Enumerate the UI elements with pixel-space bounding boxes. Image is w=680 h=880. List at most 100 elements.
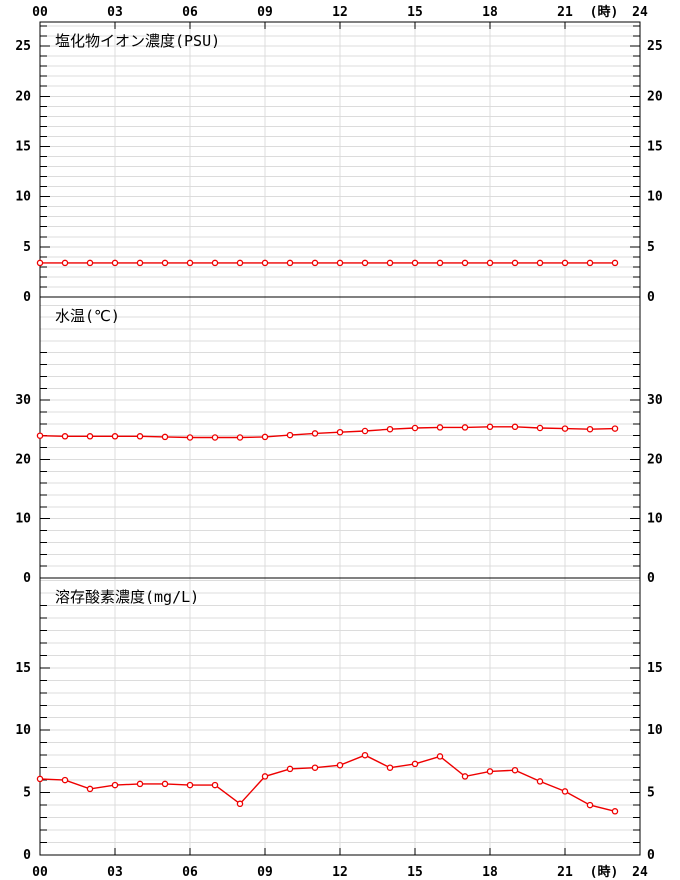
- data-point: [286, 765, 294, 773]
- hour-label-bottom: 24: [632, 865, 648, 880]
- data-point: [136, 259, 144, 267]
- data-point: [361, 751, 369, 759]
- hour-label-bottom: 00: [32, 865, 48, 880]
- y-axis-label-right: 5: [647, 240, 655, 255]
- y-axis-label-right: 20: [647, 452, 663, 467]
- hour-label-bottom: 06: [182, 865, 198, 880]
- time-unit-label-top: (時): [590, 4, 619, 20]
- hour-label-top: 06: [182, 5, 198, 20]
- y-axis-label-left: 10: [15, 190, 31, 205]
- data-point: [61, 776, 69, 784]
- hour-label-top: 24: [632, 5, 648, 20]
- data-point: [261, 433, 269, 441]
- hour-label-bottom: 18: [482, 865, 498, 880]
- data-point: [461, 773, 469, 780]
- hour-label-top: 00: [32, 5, 48, 20]
- y-axis-label-right: 10: [647, 723, 663, 738]
- data-point: [186, 434, 194, 441]
- hour-label-bottom: 21: [557, 865, 573, 880]
- data-point: [436, 424, 444, 431]
- data-line: [39, 426, 616, 439]
- data-line: [39, 754, 616, 812]
- y-axis-label-right: 10: [647, 512, 663, 527]
- y-axis-label-right: 0: [647, 848, 655, 863]
- data-point: [511, 423, 519, 431]
- data-point: [211, 259, 219, 267]
- data-point: [486, 768, 494, 775]
- data-series-layer: [36, 259, 619, 815]
- data-point: [136, 433, 144, 440]
- data-point: [561, 788, 569, 795]
- hour-label-bottom: 12: [332, 865, 348, 880]
- data-point: [611, 425, 619, 432]
- data-point: [236, 434, 244, 441]
- y-axis-label-right: 10: [647, 190, 663, 205]
- data-point: [86, 433, 94, 440]
- data-point: [536, 778, 544, 785]
- hour-label-top: 09: [257, 5, 273, 20]
- data-point: [436, 753, 444, 760]
- data-point: [386, 425, 394, 433]
- data-point: [336, 259, 344, 267]
- data-point: [186, 259, 194, 267]
- data-point: [611, 808, 619, 815]
- data-point: [411, 259, 419, 267]
- data-point: [186, 781, 194, 789]
- data-point: [261, 773, 269, 780]
- y-axis-label-left: 0: [23, 848, 31, 863]
- y-axis-label-left: 10: [15, 512, 31, 527]
- time-unit-label-bottom: (時): [590, 864, 619, 880]
- data-point: [111, 433, 119, 440]
- data-point: [61, 259, 69, 267]
- data-point: [411, 424, 419, 432]
- data-point: [236, 800, 244, 808]
- data-point: [336, 761, 344, 769]
- y-axis-label-right: 5: [647, 786, 655, 801]
- data-point: [311, 259, 319, 267]
- y-axis-label-left: 15: [15, 661, 31, 676]
- data-point: [36, 259, 44, 267]
- data-point: [611, 259, 619, 267]
- hour-label-bottom: 15: [407, 865, 423, 880]
- data-point: [536, 259, 544, 267]
- data-point: [36, 432, 44, 439]
- data-point: [161, 259, 169, 267]
- data-point: [111, 259, 119, 267]
- hour-label-bottom: 03: [107, 865, 123, 880]
- y-axis-label-left: 30: [15, 393, 31, 408]
- data-point: [486, 423, 494, 431]
- y-axis-label-left: 5: [23, 786, 31, 801]
- y-axis-label-left: 0: [23, 290, 31, 305]
- y-axis-label-right: 20: [647, 89, 663, 104]
- data-point: [86, 785, 94, 793]
- data-point: [586, 801, 594, 809]
- data-point: [286, 431, 294, 439]
- data-point: [311, 430, 319, 437]
- data-point: [111, 781, 119, 789]
- y-axis-label-left: 20: [15, 452, 31, 467]
- data-point: [511, 766, 519, 774]
- data-point: [536, 424, 544, 432]
- data-point: [586, 425, 594, 433]
- data-point: [461, 424, 469, 431]
- chart-title: 溶存酸素濃度(mg/L): [55, 588, 199, 606]
- hour-label-top: 21: [557, 5, 573, 20]
- y-axis-label-right: 0: [647, 290, 655, 305]
- data-point: [61, 433, 69, 440]
- data-point: [136, 780, 144, 788]
- data-point: [586, 259, 594, 267]
- y-axis-label-left: 10: [15, 723, 31, 738]
- hour-label-bottom: 09: [257, 865, 273, 880]
- data-point: [361, 259, 369, 267]
- data-point: [286, 259, 294, 267]
- y-axis-label-left: 20: [15, 89, 31, 104]
- y-axis-label-right: 30: [647, 393, 663, 408]
- data-point: [436, 259, 444, 267]
- data-point: [261, 259, 269, 267]
- data-point: [386, 764, 394, 771]
- gridlines-layer: [40, 22, 640, 855]
- y-axis-label-right: 0: [647, 571, 655, 586]
- y-axis-label-right: 25: [647, 39, 663, 54]
